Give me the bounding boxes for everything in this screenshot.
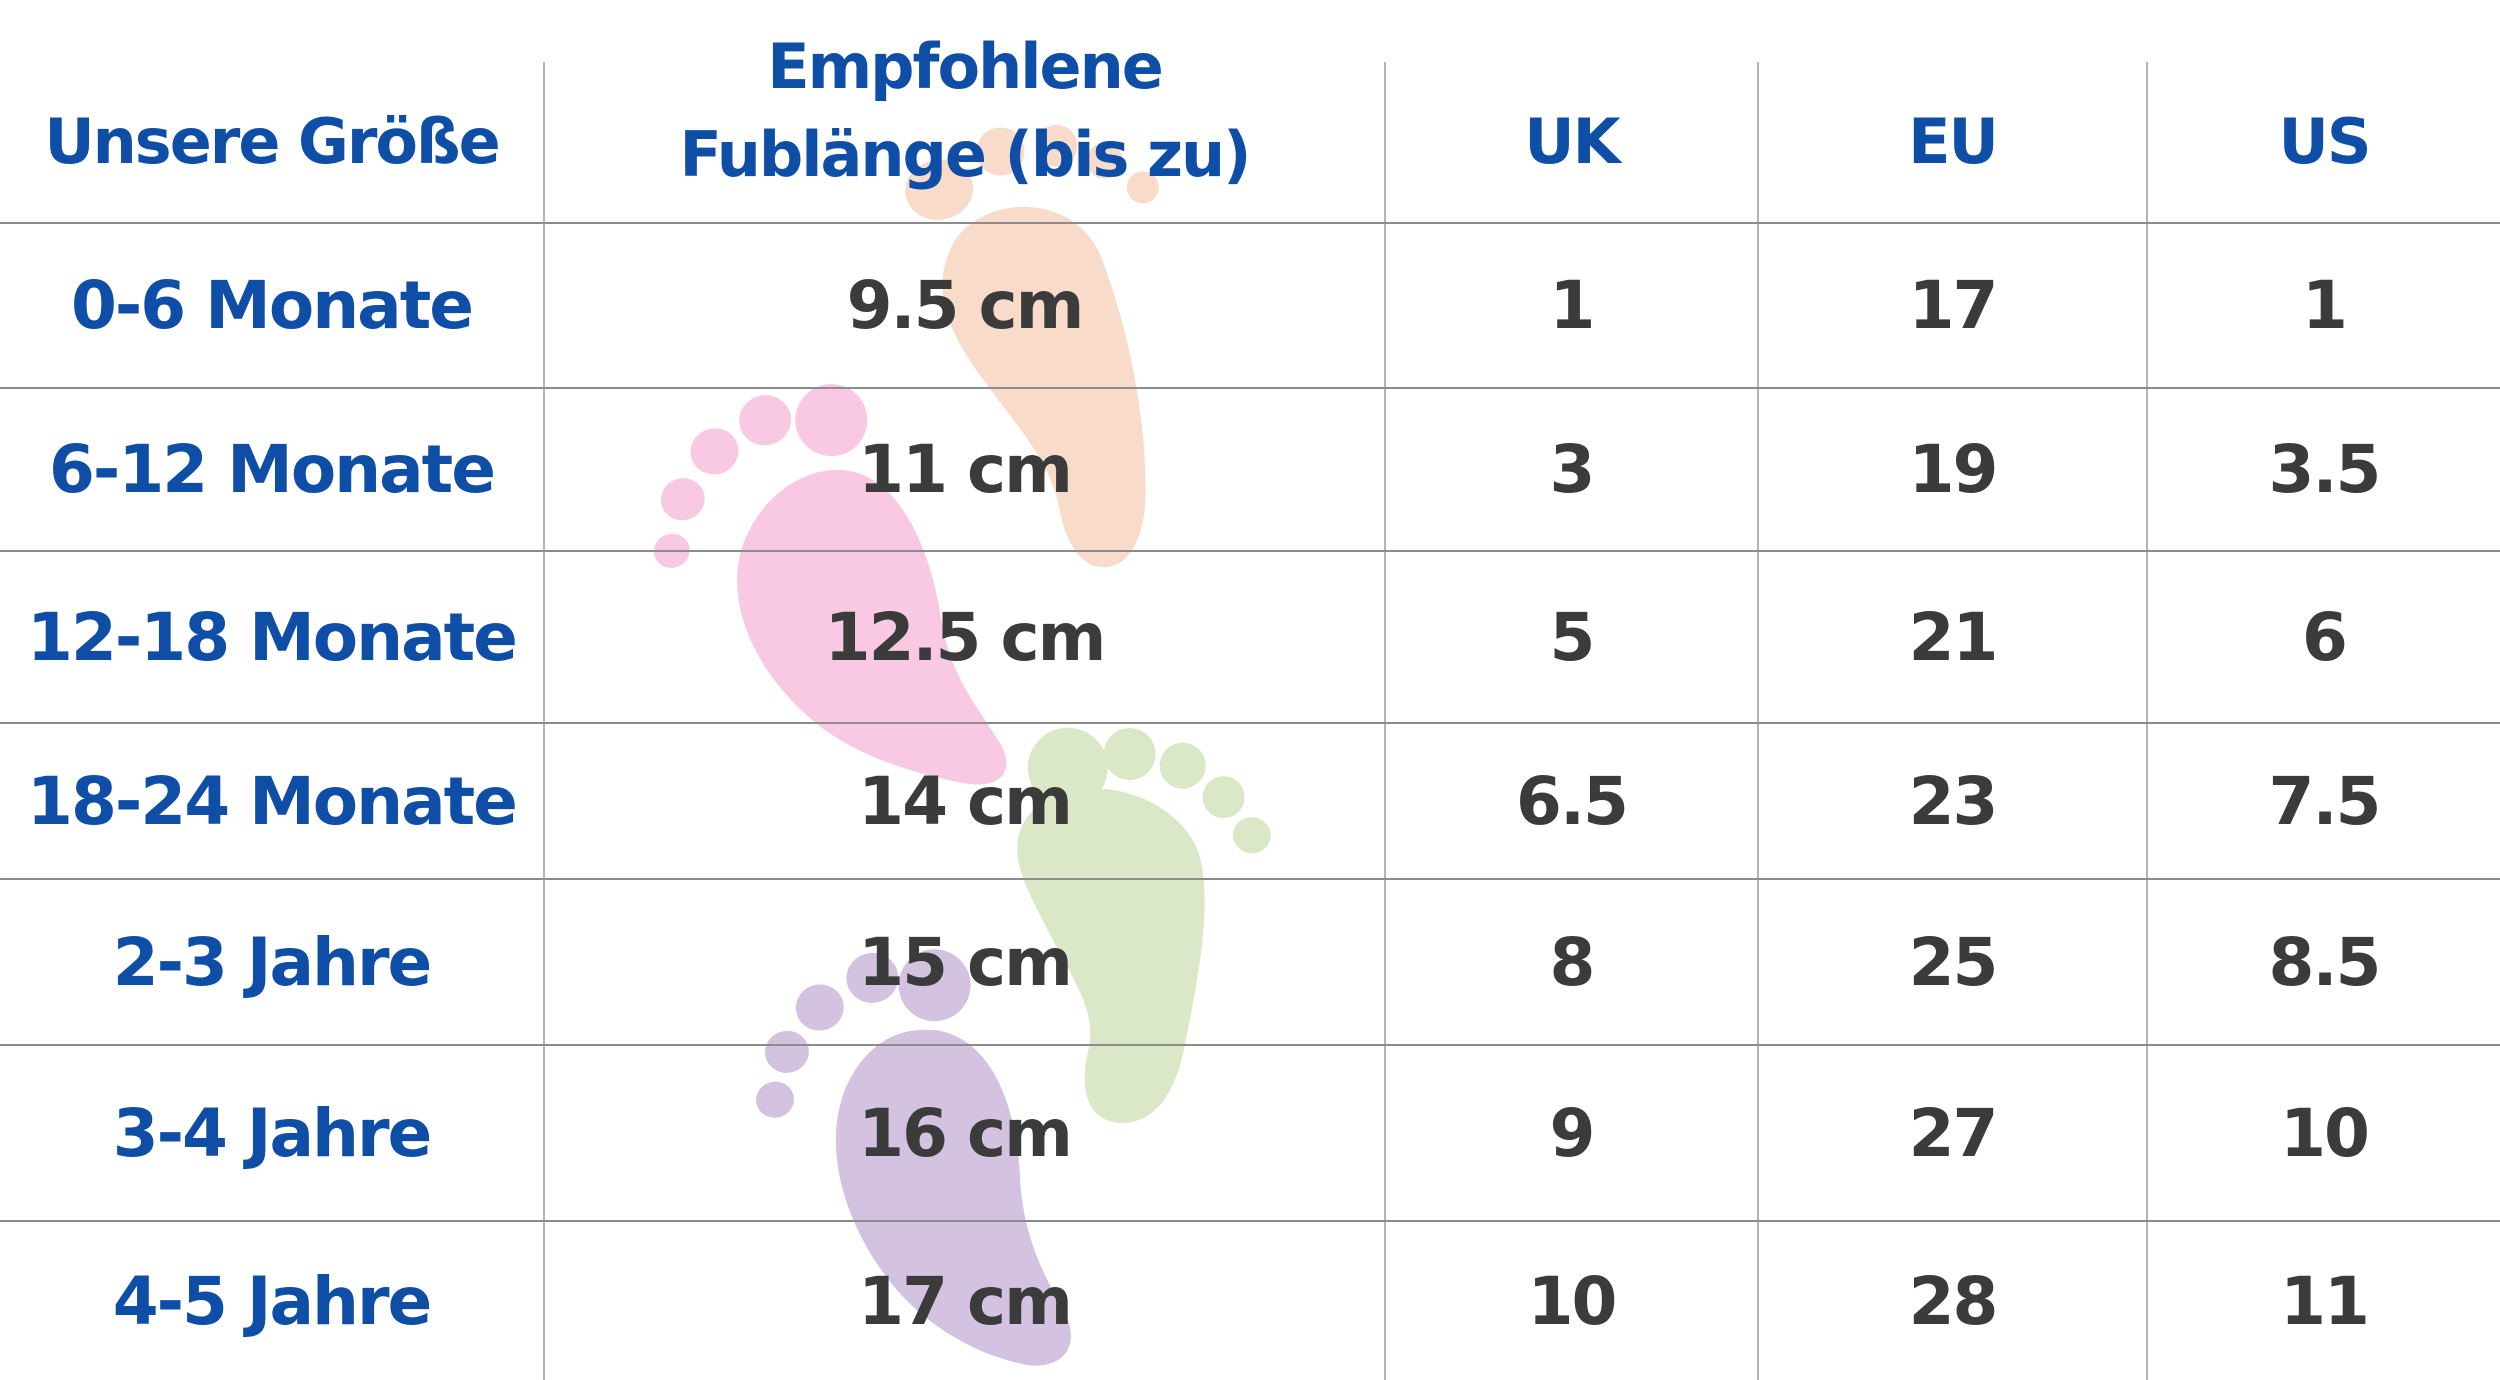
uk-cell: 3 — [1549, 431, 1596, 508]
uk-cell: 5 — [1549, 598, 1596, 676]
size-cell: 2-3 Jahre — [112, 923, 433, 1001]
eu-cell: 17 — [1908, 267, 1999, 344]
row-divider — [0, 387, 2500, 389]
size-cell: 18-24 Monate — [27, 762, 518, 840]
us-cell: 7.5 — [2268, 762, 2382, 840]
uk-cell: 1 — [1549, 267, 1596, 344]
foot-length-cell: 12.5 cm — [824, 598, 1107, 676]
eu-cell: 21 — [1908, 598, 1999, 676]
foot-length-cell: 14 cm — [858, 762, 1073, 840]
foot-length-cell: 15 cm — [858, 923, 1073, 1001]
size-cell: 0-6 Monate — [70, 267, 474, 344]
header-foot-line2: Fublänge (bis zu) — [679, 118, 1251, 191]
row-divider — [0, 722, 2500, 724]
foot-length-cell: 11 cm — [858, 431, 1073, 508]
size-cell: 4-5 Jahre — [112, 1262, 433, 1340]
eu-cell: 19 — [1908, 431, 1999, 508]
foot-length-cell: 17 cm — [858, 1262, 1073, 1340]
us-cell: 1 — [2302, 267, 2348, 344]
foot-length-cell: 16 cm — [858, 1094, 1073, 1172]
us-cell: 8.5 — [2268, 923, 2382, 1001]
uk-cell: 8 — [1549, 923, 1596, 1001]
column-divider — [1384, 62, 1386, 1380]
uk-cell: 6.5 — [1516, 762, 1629, 840]
eu-cell: 25 — [1908, 923, 1999, 1001]
us-cell: 6 — [2302, 598, 2348, 676]
row-divider — [0, 1220, 2500, 1222]
column-divider — [543, 62, 545, 1380]
foot-length-cell: 9.5 cm — [846, 267, 1085, 344]
column-divider — [1757, 62, 1759, 1380]
uk-cell: 10 — [1527, 1262, 1618, 1340]
eu-cell: 27 — [1908, 1094, 1999, 1172]
header-size: Unsere Größe — [44, 105, 500, 178]
header-foot-length: Empfohlene Fublänge (bis zu) — [545, 0, 1384, 222]
header-eu: EU — [1908, 105, 1999, 178]
row-divider — [0, 1044, 2500, 1046]
size-cell: 6-12 Monate — [49, 431, 496, 508]
us-cell: 11 — [2280, 1262, 2370, 1340]
column-divider — [2146, 62, 2148, 1380]
us-cell: 10 — [2280, 1094, 2370, 1172]
size-cell: 3-4 Jahre — [112, 1094, 433, 1172]
size-cell: 12-18 Monate — [27, 598, 518, 676]
eu-cell: 23 — [1908, 762, 1999, 840]
header-us: US — [2278, 105, 2372, 178]
row-divider — [0, 878, 2500, 880]
us-cell: 3.5 — [2268, 431, 2382, 508]
header-uk: UK — [1524, 105, 1620, 178]
uk-cell: 9 — [1549, 1094, 1596, 1172]
row-divider — [0, 222, 2500, 224]
header-foot-line1: Empfohlene — [767, 30, 1164, 103]
row-divider — [0, 550, 2500, 552]
eu-cell: 28 — [1908, 1262, 1999, 1340]
